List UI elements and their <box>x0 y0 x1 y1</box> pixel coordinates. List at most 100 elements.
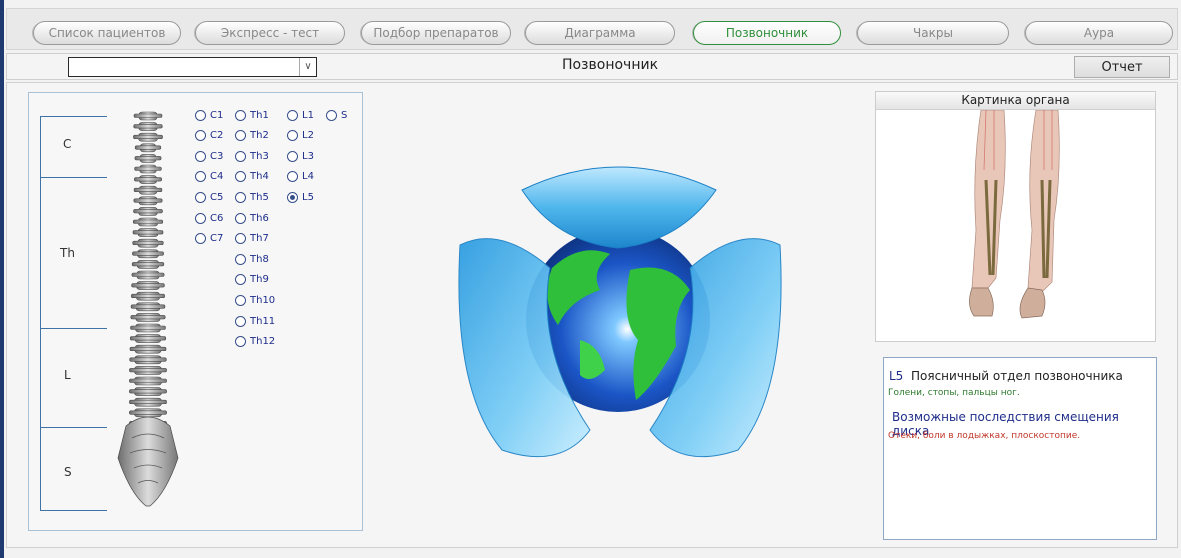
radio-th10[interactable]: Th10 <box>235 293 275 307</box>
radio-label: C6 <box>210 212 224 224</box>
radio-circle[interactable] <box>287 150 298 162</box>
spine-panel <box>28 92 363 531</box>
report-button[interactable]: Отчет <box>1074 56 1170 78</box>
info-vertebra: L5 <box>889 369 904 383</box>
radio-c3[interactable]: C3 <box>195 149 223 163</box>
radio-circle[interactable] <box>235 274 246 286</box>
radio-label: Th11 <box>250 315 276 327</box>
radio-circle[interactable] <box>235 253 246 265</box>
radio-th5[interactable]: Th5 <box>235 190 269 204</box>
radio-label: Th2 <box>250 130 269 142</box>
vertebra-process <box>130 325 166 330</box>
chevron-down-icon[interactable]: ∨ <box>299 58 316 76</box>
vertebra-process <box>133 187 163 192</box>
radio-s[interactable]: S <box>326 108 347 122</box>
vertebra-process <box>129 368 167 373</box>
radio-th4[interactable]: Th4 <box>235 170 269 184</box>
vertebra-process <box>131 293 165 298</box>
radio-c7[interactable]: C7 <box>195 232 223 246</box>
legs-anatomy-image <box>969 109 1060 319</box>
spine-illustration <box>117 111 179 507</box>
radio-th12[interactable]: Th12 <box>235 335 275 349</box>
radio-circle[interactable] <box>287 109 298 121</box>
radio-circle[interactable] <box>235 109 246 121</box>
radio-circle[interactable] <box>326 109 337 121</box>
radio-th7[interactable]: Th7 <box>235 232 269 246</box>
radio-c4[interactable]: C4 <box>195 170 223 184</box>
radio-th6[interactable]: Th6 <box>235 211 269 225</box>
radio-circle[interactable] <box>195 109 206 121</box>
tab-express-test[interactable]: Экспресс - тест <box>195 21 345 45</box>
radio-label: C2 <box>210 130 224 142</box>
tab-drug-selection[interactable]: Подбор препаратов <box>361 21 511 45</box>
tab-aura[interactable]: Аура <box>1025 21 1173 45</box>
radio-circle[interactable] <box>195 191 206 203</box>
radio-label: Th7 <box>250 233 269 245</box>
radio-label: C4 <box>210 171 224 183</box>
radio-c2[interactable]: C2 <box>195 129 223 143</box>
window-edge <box>0 0 4 558</box>
tab-bar: Список пациентов Экспресс - тест Подбор … <box>6 8 1178 50</box>
radio-label: Th4 <box>250 171 269 183</box>
radio-circle[interactable] <box>195 212 206 224</box>
tab-spine[interactable]: Позвоночник <box>693 21 841 45</box>
vertebra-process <box>129 336 167 341</box>
radio-th8[interactable]: Th8 <box>235 252 269 266</box>
bracket-lumbar <box>40 328 107 427</box>
segment-label-th: Th <box>60 246 75 260</box>
radio-label: C5 <box>210 191 224 203</box>
vertebra-process <box>129 346 167 351</box>
radio-circle[interactable] <box>235 130 246 142</box>
radio-label: Th5 <box>250 191 269 203</box>
radio-label: Th1 <box>250 109 269 121</box>
radio-circle[interactable] <box>287 171 298 183</box>
radio-circle[interactable] <box>235 233 246 245</box>
bracket-thoracic <box>40 177 107 328</box>
vertebra-process <box>131 283 165 288</box>
radio-c1[interactable]: C1 <box>195 108 223 122</box>
radio-circle[interactable] <box>235 171 246 183</box>
radio-l5[interactable]: L5 <box>287 190 314 204</box>
patient-select[interactable]: ∨ <box>68 57 317 77</box>
radio-l2[interactable]: L2 <box>287 129 314 143</box>
radio-th3[interactable]: Th3 <box>235 149 269 163</box>
radio-label: C1 <box>210 109 224 121</box>
radio-circle[interactable] <box>195 150 206 162</box>
radio-circle[interactable] <box>195 171 206 183</box>
radio-th1[interactable]: Th1 <box>235 108 269 122</box>
radio-label: C7 <box>210 233 224 245</box>
radio-circle[interactable] <box>235 336 246 348</box>
radio-circle[interactable] <box>235 212 246 224</box>
radio-th11[interactable]: Th11 <box>235 314 275 328</box>
tab-chakras[interactable]: Чакры <box>857 21 1009 45</box>
radio-c5[interactable]: C5 <box>195 190 223 204</box>
radio-l4[interactable]: L4 <box>287 170 314 184</box>
radio-circle[interactable] <box>195 233 206 245</box>
vertebra-process <box>131 272 165 277</box>
segment-label-l: L <box>64 368 71 382</box>
vertebra-process <box>129 378 167 383</box>
vertebra-process <box>130 315 166 320</box>
info-consequences-heading: Возможные последствия смещения диска <box>892 410 1119 438</box>
radio-c6[interactable]: C6 <box>195 211 223 225</box>
bracket-cervical <box>40 116 107 177</box>
radio-l1[interactable]: L1 <box>287 108 314 122</box>
radio-th2[interactable]: Th2 <box>235 129 269 143</box>
radio-circle[interactable] <box>287 130 298 142</box>
radio-label: C3 <box>210 150 224 162</box>
radio-circle[interactable] <box>287 191 298 203</box>
vertebra-process <box>134 145 162 150</box>
radio-circle[interactable] <box>235 191 246 203</box>
radio-l3[interactable]: L3 <box>287 149 314 163</box>
radio-circle[interactable] <box>235 150 246 162</box>
radio-circle[interactable] <box>235 294 246 306</box>
radio-label: L5 <box>302 191 314 203</box>
tab-diagram[interactable]: Диаграмма <box>525 21 675 45</box>
vertebra-process <box>129 357 167 362</box>
radio-th9[interactable]: Th9 <box>235 273 269 287</box>
tab-patient-list[interactable]: Список пациентов <box>33 21 181 45</box>
vertebra-info-box: L5 Поясничный отдел позвоночника Голени,… <box>883 357 1157 540</box>
radio-circle[interactable] <box>235 315 246 327</box>
radio-circle[interactable] <box>195 130 206 142</box>
vertebra-process <box>130 304 166 309</box>
